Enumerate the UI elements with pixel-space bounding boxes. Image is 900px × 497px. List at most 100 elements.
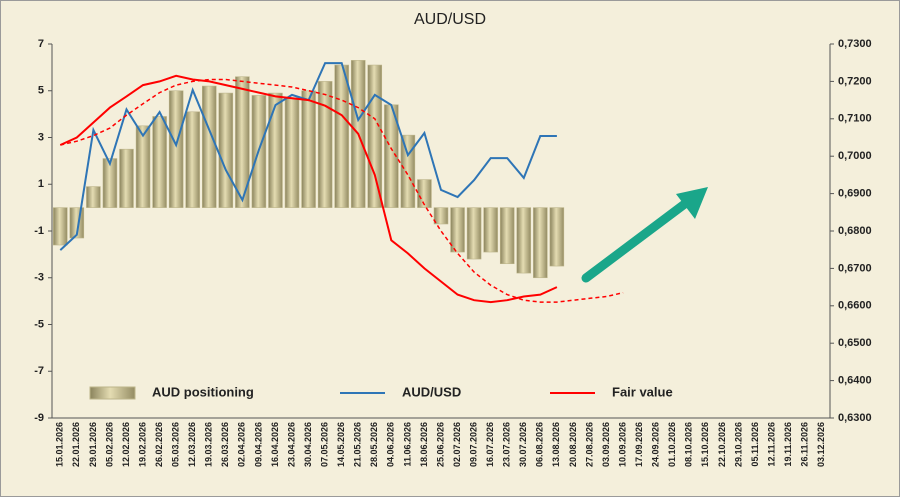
bar [499, 207, 515, 265]
bar [466, 207, 482, 260]
x-tick-label: 23.04.2026 [286, 422, 296, 467]
x-tick-label: 05.02.2026 [104, 422, 114, 467]
y-tick-label: -9 [34, 412, 44, 424]
bar [533, 207, 548, 279]
x-tick-label: 01.10.2026 [667, 422, 677, 467]
x-tick-label: 08.10.2026 [684, 422, 694, 467]
bar [450, 207, 465, 253]
x-tick-label: 02.07.2026 [452, 422, 462, 467]
bar [334, 64, 349, 208]
x-tick-label: 29.01.2026 [88, 422, 98, 467]
x-tick-label: 07.05.2026 [320, 422, 330, 467]
y-tick-label: -7 [34, 365, 44, 377]
bar [301, 90, 316, 208]
x-tick-label: 04.06.2026 [386, 422, 396, 467]
x-tick-label: 21.05.2026 [353, 422, 363, 467]
x-tick-label: 10.09.2026 [617, 422, 627, 467]
x-tick-label: 28.05.2026 [369, 422, 379, 467]
y2-tick-label: 0,6500 [838, 337, 872, 349]
x-tick-label: 26.02.2026 [154, 422, 164, 467]
bar [268, 92, 283, 208]
bar [168, 90, 184, 208]
y2-tick-label: 0,7000 [838, 150, 872, 162]
bar [119, 148, 134, 208]
x-tick-label: 20.08.2026 [568, 422, 578, 467]
x-tick-label: 30.04.2026 [303, 422, 313, 467]
x-tick-label: 19.03.2026 [204, 422, 214, 467]
x-tick-label: 16.07.2026 [485, 422, 495, 467]
x-tick-label: 30.07.2026 [518, 422, 528, 467]
y2-tick-label: 0,6300 [838, 412, 872, 424]
x-tick-label: 09.04.2026 [253, 422, 263, 467]
x-tick-label: 25.06.2026 [435, 422, 445, 467]
x-tick-label: 27.08.2026 [584, 422, 594, 467]
bar [549, 207, 565, 267]
y2-tick-label: 0,6900 [838, 188, 872, 200]
x-tick-label: 05.03.2026 [171, 422, 181, 467]
y2-tick-label: 0,6400 [838, 375, 872, 387]
bar [417, 179, 432, 208]
bar [185, 111, 200, 208]
bar [400, 134, 416, 208]
x-tick-label: 29.10.2026 [733, 422, 743, 467]
x-tick-label: 12.02.2026 [121, 422, 131, 467]
legend-swatch [89, 386, 136, 400]
y-tick-label: 7 [38, 38, 44, 50]
legend-label: AUD/USD [402, 384, 461, 399]
x-tick-label: 06.08.2026 [535, 422, 545, 467]
bar [152, 116, 167, 208]
bar [102, 158, 118, 208]
x-tick-label: 24.09.2026 [651, 422, 661, 467]
bar [53, 207, 68, 246]
chart-title: AUD/USD [414, 11, 486, 28]
x-tick-label: 18.06.2026 [419, 422, 429, 467]
x-tick-label: 19.02.2026 [137, 422, 147, 467]
arrow-head [676, 187, 708, 219]
y2-tick-label: 0,6800 [838, 225, 872, 237]
x-tick-label: 26.03.2026 [220, 422, 230, 467]
bar [317, 81, 333, 208]
x-tick-label: 22.01.2026 [71, 422, 81, 467]
x-tick-label: 13.08.2026 [551, 422, 561, 467]
legend-label: AUD positioning [152, 384, 254, 399]
line [59, 74, 558, 304]
x-tick-label: 15.01.2026 [55, 422, 65, 467]
x-tick-label: 15.10.2026 [700, 422, 710, 467]
x-tick-label: 09.07.2026 [468, 422, 478, 467]
y2-tick-label: 0,6700 [838, 262, 872, 274]
bar [235, 76, 250, 208]
bar [86, 186, 101, 208]
y2-tick-label: 0,6600 [838, 300, 872, 312]
bar [367, 64, 383, 208]
x-tick-label: 14.05.2026 [336, 422, 346, 467]
x-tick-label: 19.11.2026 [783, 422, 793, 467]
y-tick-label: 5 [38, 85, 44, 97]
x-tick-label: 02.04.2026 [237, 422, 247, 467]
x-tick-label: 12.11.2026 [766, 422, 776, 467]
bar [218, 92, 234, 208]
line-dashed [60, 78, 624, 303]
bar [135, 125, 151, 208]
x-tick-label: 17.09.2026 [634, 422, 644, 467]
x-tick-label: 11.06.2026 [402, 422, 412, 467]
x-tick-label: 12.03.2026 [187, 422, 197, 467]
y2-tick-label: 0,7200 [838, 75, 872, 87]
bar [516, 207, 532, 274]
x-tick-label: 05.11.2026 [750, 422, 760, 467]
x-tick-label: 03.12.2026 [816, 422, 826, 467]
x-tick-label: 23.07.2026 [502, 422, 512, 467]
y2-tick-label: 0,7300 [838, 38, 872, 50]
bar [202, 85, 217, 208]
x-tick-label: 16.04.2026 [270, 422, 280, 467]
legend-label: Fair value [612, 384, 673, 399]
y-tick-label: 1 [38, 178, 44, 190]
x-tick-label: 26.11.2026 [800, 422, 810, 467]
y-tick-label: 3 [38, 131, 44, 143]
x-tick-label: 22.10.2026 [717, 422, 727, 467]
x-tick-label: 03.09.2026 [601, 422, 611, 467]
y-tick-label: -3 [34, 272, 44, 284]
y2-tick-label: 0,7100 [838, 113, 872, 125]
bar [483, 207, 498, 253]
